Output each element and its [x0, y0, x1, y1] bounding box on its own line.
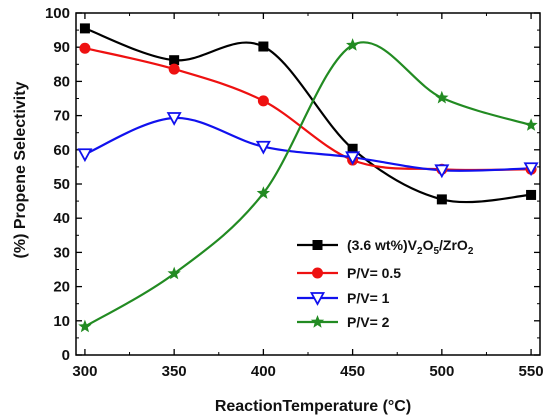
x-tick-label: 300	[72, 363, 97, 380]
x-tick-label: 500	[429, 363, 454, 380]
data-point-series-0	[436, 194, 447, 205]
data-point-series-0	[347, 143, 358, 154]
y-axis-label: (%) Propene Selectivity	[12, 81, 29, 258]
data-point-series-1	[168, 63, 180, 75]
x-tick-label: 350	[162, 363, 187, 380]
legend-marker-3	[310, 315, 325, 328]
data-point-series-3	[256, 186, 270, 199]
legend: (3.6 wt%)V2O5/ZrO2 P/V= 0.5 P/V= 1 P/V= 2	[297, 237, 474, 330]
y-tick-label: 40	[53, 210, 70, 227]
series-line-3	[84, 41, 532, 328]
legend-label-2: P/V= 1	[347, 290, 390, 306]
legend-marker-0	[312, 240, 323, 250]
legend-label-0: (3.6 wt%)V2O5/ZrO2	[347, 237, 474, 257]
series-markers	[77, 23, 539, 333]
legend-label-3: P/V= 2	[347, 314, 390, 330]
y-tick-label: 90	[53, 39, 70, 56]
data-point-series-2	[523, 162, 539, 177]
y-tick-label: 0	[62, 347, 70, 364]
data-point-series-2	[345, 151, 361, 166]
series-line-0	[84, 27, 532, 204]
data-point-series-2	[434, 164, 450, 179]
x-axis-label: ReactionTemperature (°C)	[215, 398, 411, 415]
legend-marker-2	[309, 292, 326, 306]
y-tick-label: 60	[53, 142, 70, 159]
data-point-series-0	[526, 189, 537, 200]
legend-marker-1	[312, 267, 323, 279]
x-tick-label: 400	[251, 363, 276, 380]
data-point-series-0	[169, 55, 180, 66]
data-point-series-3	[346, 38, 360, 51]
plot-frame	[75, 12, 541, 356]
y-tick-label: 50	[53, 176, 70, 193]
data-point-series-3	[167, 266, 181, 280]
series-line-2	[84, 116, 532, 172]
y-tick-label: 70	[53, 108, 70, 125]
x-tick-label: 550	[519, 363, 544, 380]
y-tick-label: 80	[53, 73, 70, 90]
data-point-series-1	[257, 95, 269, 107]
y-tick-label: 30	[53, 244, 70, 261]
y-tick-label: 10	[53, 313, 70, 330]
y-tick-label: 20	[53, 279, 70, 296]
data-point-series-2	[77, 148, 93, 163]
y-tick-label: 100	[45, 5, 70, 22]
data-point-series-3	[435, 90, 449, 104]
data-point-series-0	[258, 41, 269, 52]
data-point-series-0	[79, 23, 90, 34]
x-tick-label: 450	[340, 363, 365, 380]
data-point-series-3	[78, 319, 92, 333]
legend-label-1: P/V= 0.5	[347, 265, 401, 281]
axes: 300 350 400 450 500 550 0 10 20 30 40 50 60 70 80 90 100	[45, 5, 544, 380]
data-point-series-2	[166, 112, 182, 126]
data-point-series-3	[524, 118, 538, 131]
series-lines	[84, 27, 532, 328]
data-point-series-1	[79, 42, 91, 54]
data-point-series-2	[255, 140, 271, 155]
